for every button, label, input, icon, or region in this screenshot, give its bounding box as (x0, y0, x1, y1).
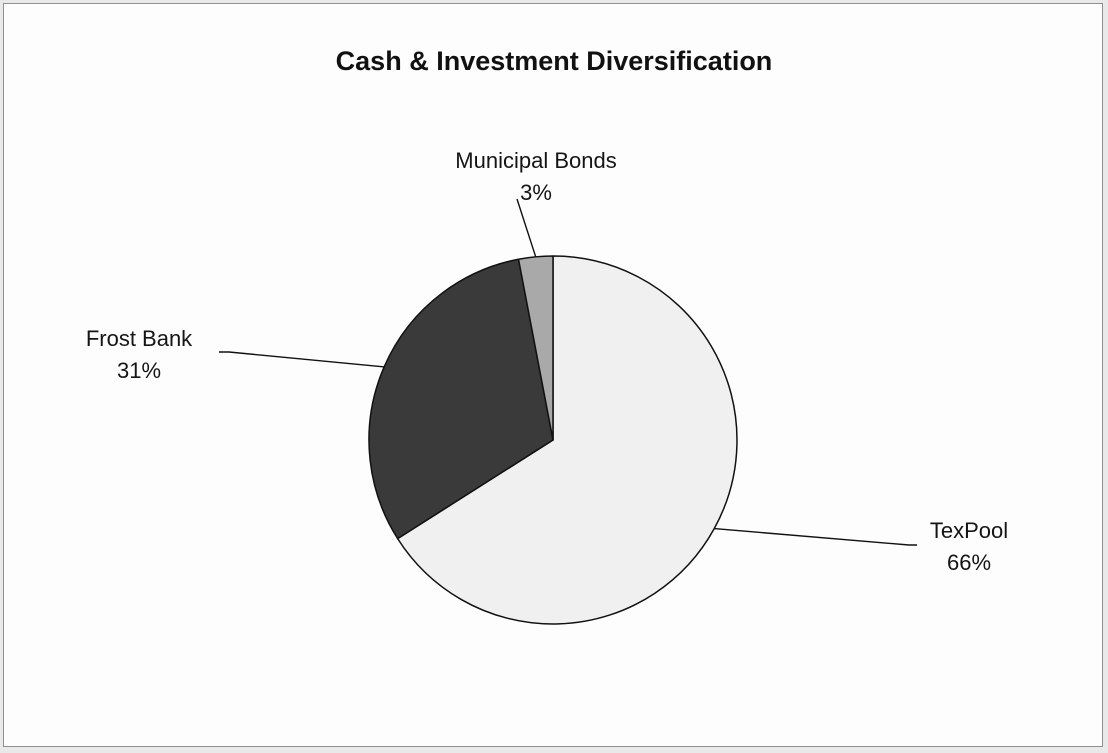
data-label-name: Frost Bank (86, 326, 193, 351)
data-label-name: TexPool (930, 518, 1008, 543)
pie-slices (368, 255, 738, 625)
leader-line-frost-bank (219, 351, 385, 368)
data-labels: TexPool 66% Frost Bank 31% Municipal Bonds 3% (86, 148, 1008, 575)
leader-line-municipal-bonds (516, 198, 537, 258)
pie-slice-municipal-bonds (517, 255, 554, 441)
data-label-percent: 66% (947, 550, 991, 575)
chart-frame: Cash & Investment Diversification TexPoo… (3, 3, 1103, 747)
data-label-percent: 3% (520, 180, 552, 205)
pie-chart: TexPool 66% Frost Bank 31% Municipal Bonds 3% (86, 148, 1008, 625)
data-label-percent: 31% (117, 358, 161, 383)
pie-slice-frost-bank (368, 258, 554, 540)
chart-title: Cash & Investment Diversification (335, 46, 773, 76)
leader-line-texpool (714, 527, 917, 546)
data-label-name: Municipal Bonds (455, 148, 616, 173)
